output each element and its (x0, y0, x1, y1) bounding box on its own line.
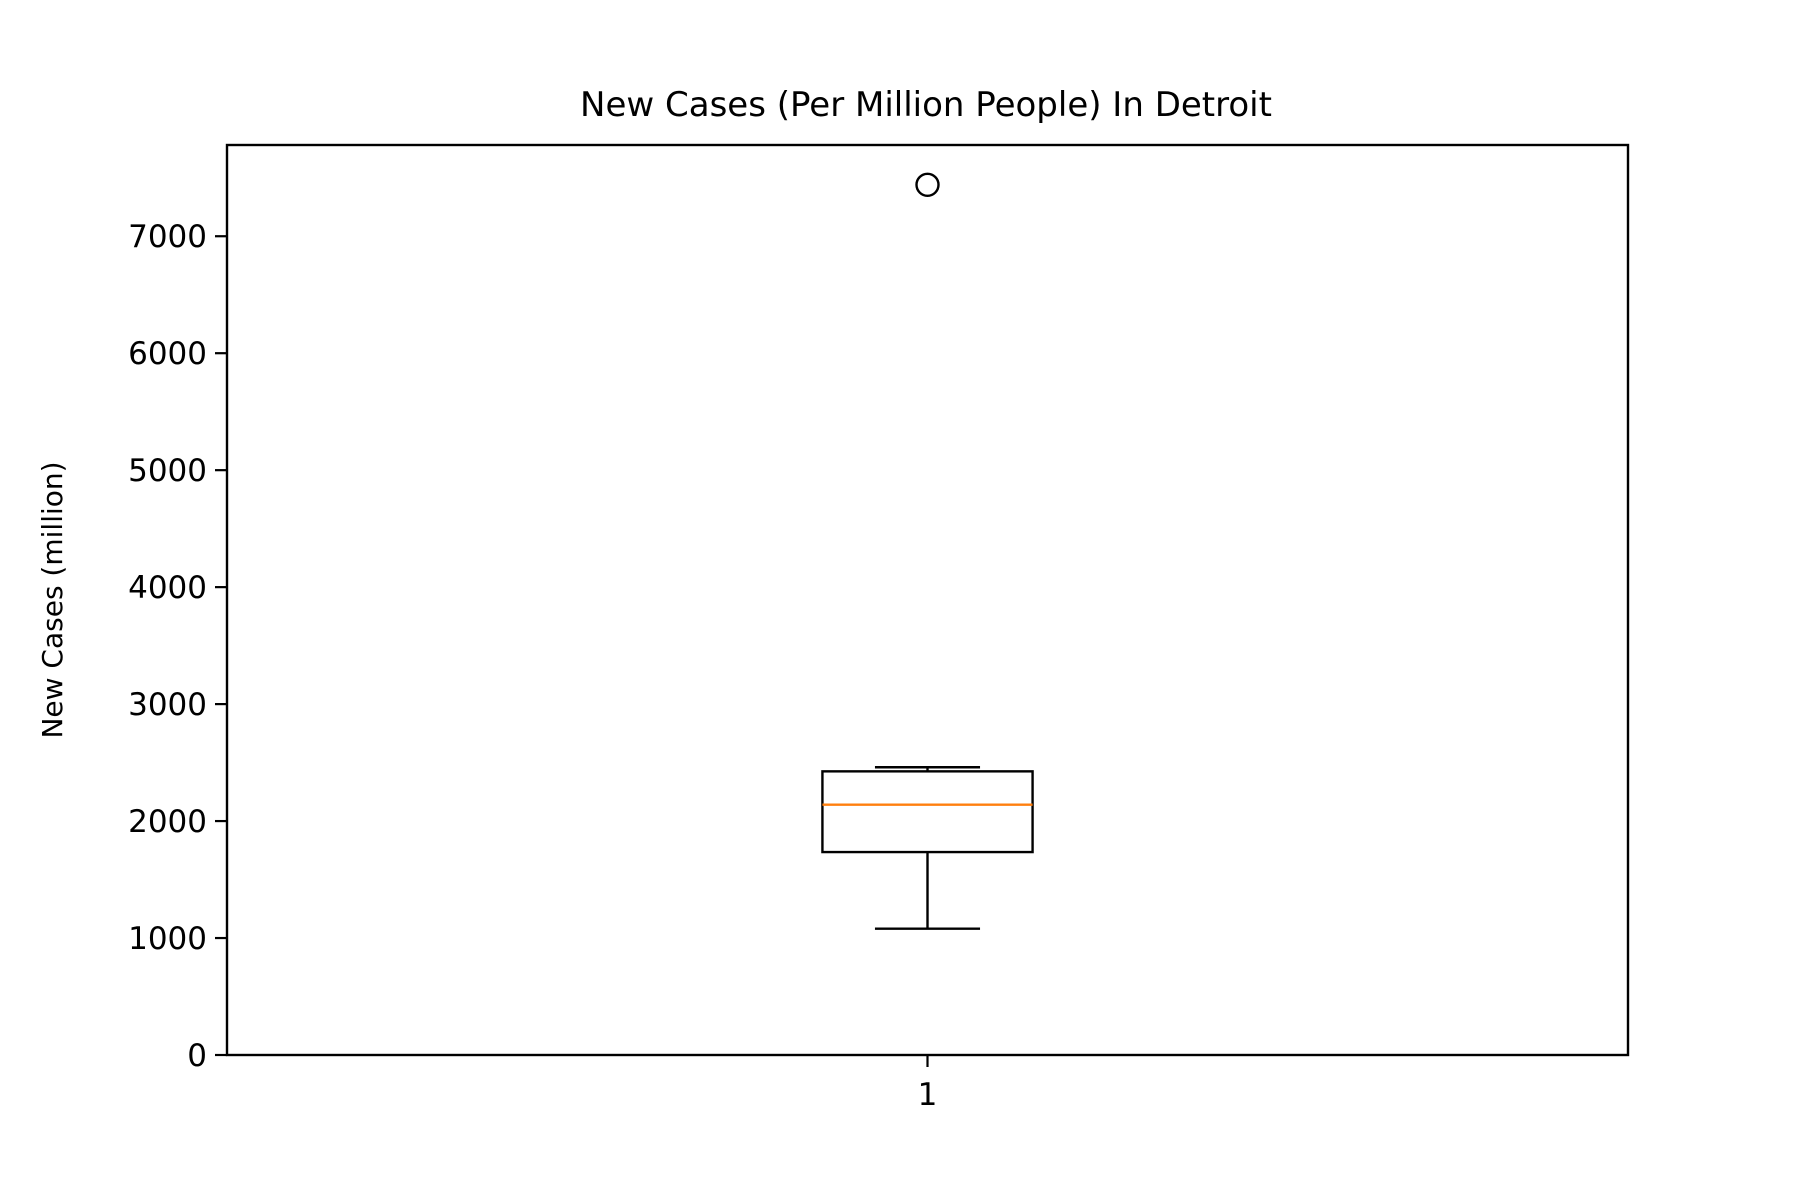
plot-frame (225, 143, 1630, 1057)
axis-ticks: 0 1000 2000 3000 4000 5000 6000 7000 1 (128, 219, 937, 1113)
chart-title: New Cases (Per Million People) In Detroi… (580, 85, 1272, 125)
y-tick-label: 1000 (128, 921, 207, 957)
y-tick-label: 2000 (128, 804, 207, 840)
outlier-point (915, 172, 940, 197)
y-tick-label: 5000 (128, 453, 207, 489)
y-tick-label: 3000 (128, 687, 207, 723)
box-plot-marks (821, 172, 1034, 930)
y-tick-label: 7000 (128, 219, 207, 255)
y-axis-label: New Cases (million) (36, 461, 69, 738)
iqr-box (821, 770, 1034, 854)
x-tick-label: 1 (918, 1077, 938, 1113)
y-tick-label: 6000 (128, 336, 207, 372)
y-tick-label: 4000 (128, 570, 207, 606)
y-tick-label: 0 (187, 1038, 207, 1074)
